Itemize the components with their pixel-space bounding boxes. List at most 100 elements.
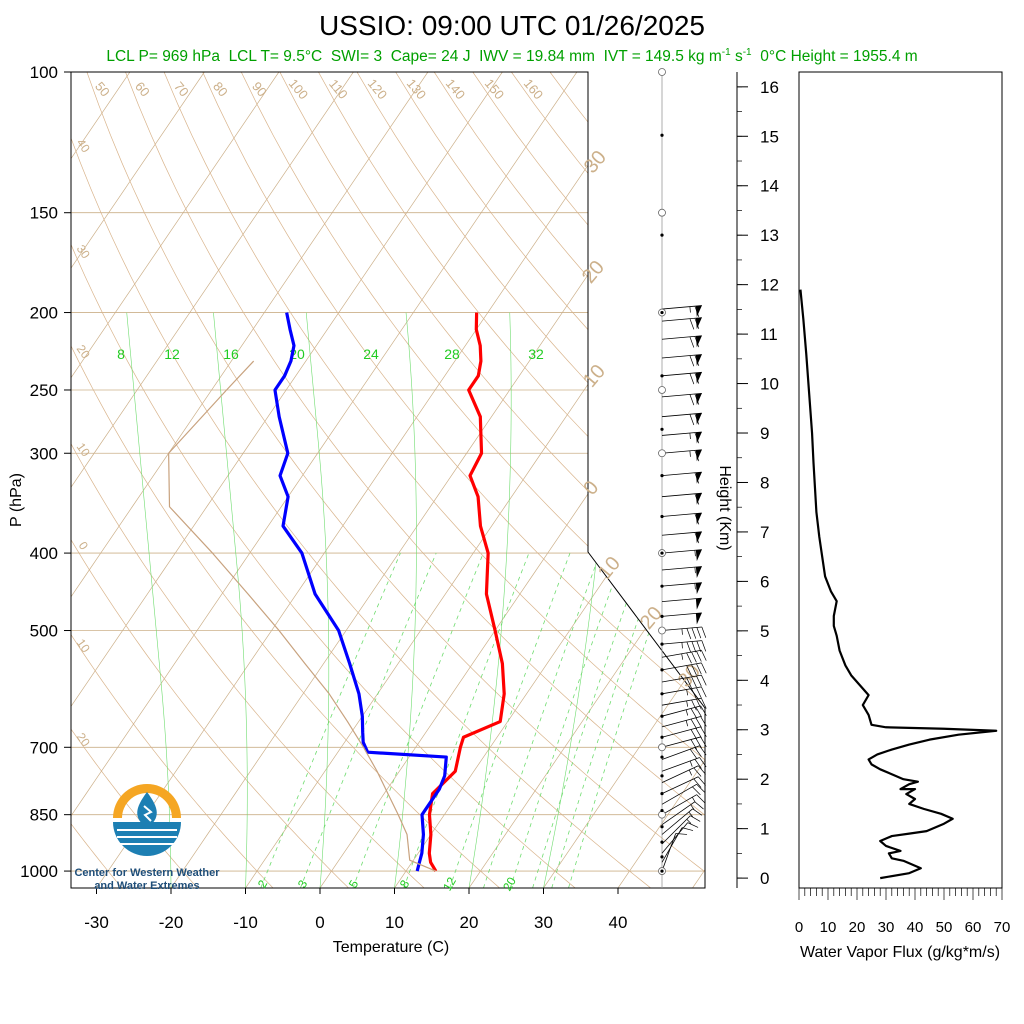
temperature-tick-label: -30 xyxy=(84,913,109,932)
pressure-tick-label: 200 xyxy=(30,304,58,323)
height-dot xyxy=(660,551,664,555)
height-axis-label: Height (Km) xyxy=(716,465,733,550)
temperature-tick-label: 0 xyxy=(315,913,324,932)
height-tick-label: 10 xyxy=(760,375,779,394)
dry-adiabat-line xyxy=(279,72,705,888)
flux-tick-label: 40 xyxy=(907,919,924,936)
dry-adiabat-line xyxy=(202,72,705,888)
temperature-tick-label: -20 xyxy=(159,913,184,932)
isotherm-label-left: 10 xyxy=(74,636,93,655)
dry-adiabat-line xyxy=(240,72,705,888)
dry-adiabat-line xyxy=(71,72,198,888)
mixing-ratio-line xyxy=(352,552,484,888)
level-marker xyxy=(658,810,666,819)
isotherm-line xyxy=(394,72,705,888)
wind-barb xyxy=(661,512,702,525)
isotherm-line xyxy=(319,72,705,888)
flux-tick-label: 70 xyxy=(994,919,1011,936)
wind-barb xyxy=(661,566,702,579)
height-tick-label: 4 xyxy=(760,671,769,690)
height-dot xyxy=(660,642,664,646)
chart-subtitle: LCL P= 969 hPa LCL T= 9.5°C SWI= 3 Cape=… xyxy=(0,47,1024,66)
mixing-ratio-label: 24 xyxy=(363,346,379,362)
dry-adiabat-label: 110 xyxy=(326,76,351,102)
height-dot xyxy=(660,692,664,696)
mixing-ratio-line xyxy=(551,552,662,888)
height-dot xyxy=(660,233,664,237)
parcel-profile-line xyxy=(168,360,437,872)
flux-frame xyxy=(798,71,1003,889)
dry-adiabat-label: 130 xyxy=(404,76,429,102)
wind-barb xyxy=(661,626,707,640)
dry-adiabat-line xyxy=(395,72,705,888)
mixing-ratio-line xyxy=(300,552,437,888)
wind-barb xyxy=(661,745,707,760)
height-dot xyxy=(660,310,664,315)
moist-adiabat-line xyxy=(305,312,330,888)
dry-adiabat-line xyxy=(626,72,705,888)
wind-barb xyxy=(661,757,707,772)
height-dot xyxy=(660,840,664,844)
dry-adiabat-line xyxy=(71,72,651,888)
dry-adiabat-line xyxy=(125,72,705,888)
mixing-ratio-line xyxy=(509,552,625,888)
plot-border xyxy=(70,71,706,889)
isotherm-label-left: 20 xyxy=(74,342,93,361)
background-lines xyxy=(71,72,705,888)
x-axis-label: Temperature (C) xyxy=(333,939,449,956)
isotherm-line xyxy=(71,72,280,888)
y-axis-label: P (hPa) xyxy=(8,473,25,527)
mixing-ratio-low-label: 12 xyxy=(440,874,459,893)
height-dot xyxy=(660,133,664,137)
dry-adiabat-label: 120 xyxy=(365,76,390,102)
logo-text-line2: and Water Extremes xyxy=(94,880,199,892)
wind-barb xyxy=(661,471,702,484)
cape-value: Cape= 24 J xyxy=(390,48,471,66)
wind-barb xyxy=(661,392,702,406)
isotherm-line xyxy=(692,72,705,888)
level-marker xyxy=(658,626,666,635)
height-tick-label: 11 xyxy=(760,325,778,344)
dry-adiabat-label: 150 xyxy=(482,76,507,102)
profiles xyxy=(168,312,506,872)
dry-adiabat-line xyxy=(318,72,705,888)
level-marker xyxy=(658,68,666,76)
wind-barb xyxy=(661,833,688,872)
wind-barb xyxy=(661,431,702,444)
height-dot xyxy=(660,374,664,378)
flux-tick-label: 0 xyxy=(795,919,803,936)
pressure-tick-label: 100 xyxy=(30,63,58,82)
swi-value: SWI= 3 xyxy=(330,48,383,66)
isotherm-line xyxy=(71,72,354,888)
flux-tick-label: 10 xyxy=(820,919,837,936)
ivt-value: IVT = 149.5 kg m-1 s-1 xyxy=(603,47,752,66)
dry-adiabat-label: 90 xyxy=(249,79,270,100)
height-tick-label: 2 xyxy=(760,770,769,789)
plot-frame xyxy=(70,71,706,889)
height-dot xyxy=(660,808,664,813)
dry-adiabat-line xyxy=(472,72,705,888)
level-marker xyxy=(658,743,666,752)
wind-barb xyxy=(661,335,702,348)
height-dot xyxy=(660,427,664,431)
wind-barbs xyxy=(658,68,707,888)
logo-water-half xyxy=(113,822,181,856)
dry-adiabat-line xyxy=(71,72,576,888)
dry-adiabat-line xyxy=(71,72,500,888)
dry-adiabat-line xyxy=(86,72,705,888)
isotherm-line xyxy=(71,72,205,888)
isotherm-line xyxy=(543,72,705,888)
height-dot xyxy=(660,792,664,796)
moist-adiabat-line xyxy=(468,312,512,888)
freezing-level: 0°C Height = 1955.4 m xyxy=(760,48,918,66)
wind-barb xyxy=(661,686,707,700)
dry-adiabat-label: 50 xyxy=(92,79,113,100)
wind-barb xyxy=(661,765,706,783)
level-marker xyxy=(658,208,666,217)
height-dot xyxy=(660,584,664,588)
logo-bolt xyxy=(143,805,153,822)
wind-barb xyxy=(661,531,702,544)
pressure-tick-label: 500 xyxy=(30,622,58,641)
isotherm-line xyxy=(71,72,503,888)
